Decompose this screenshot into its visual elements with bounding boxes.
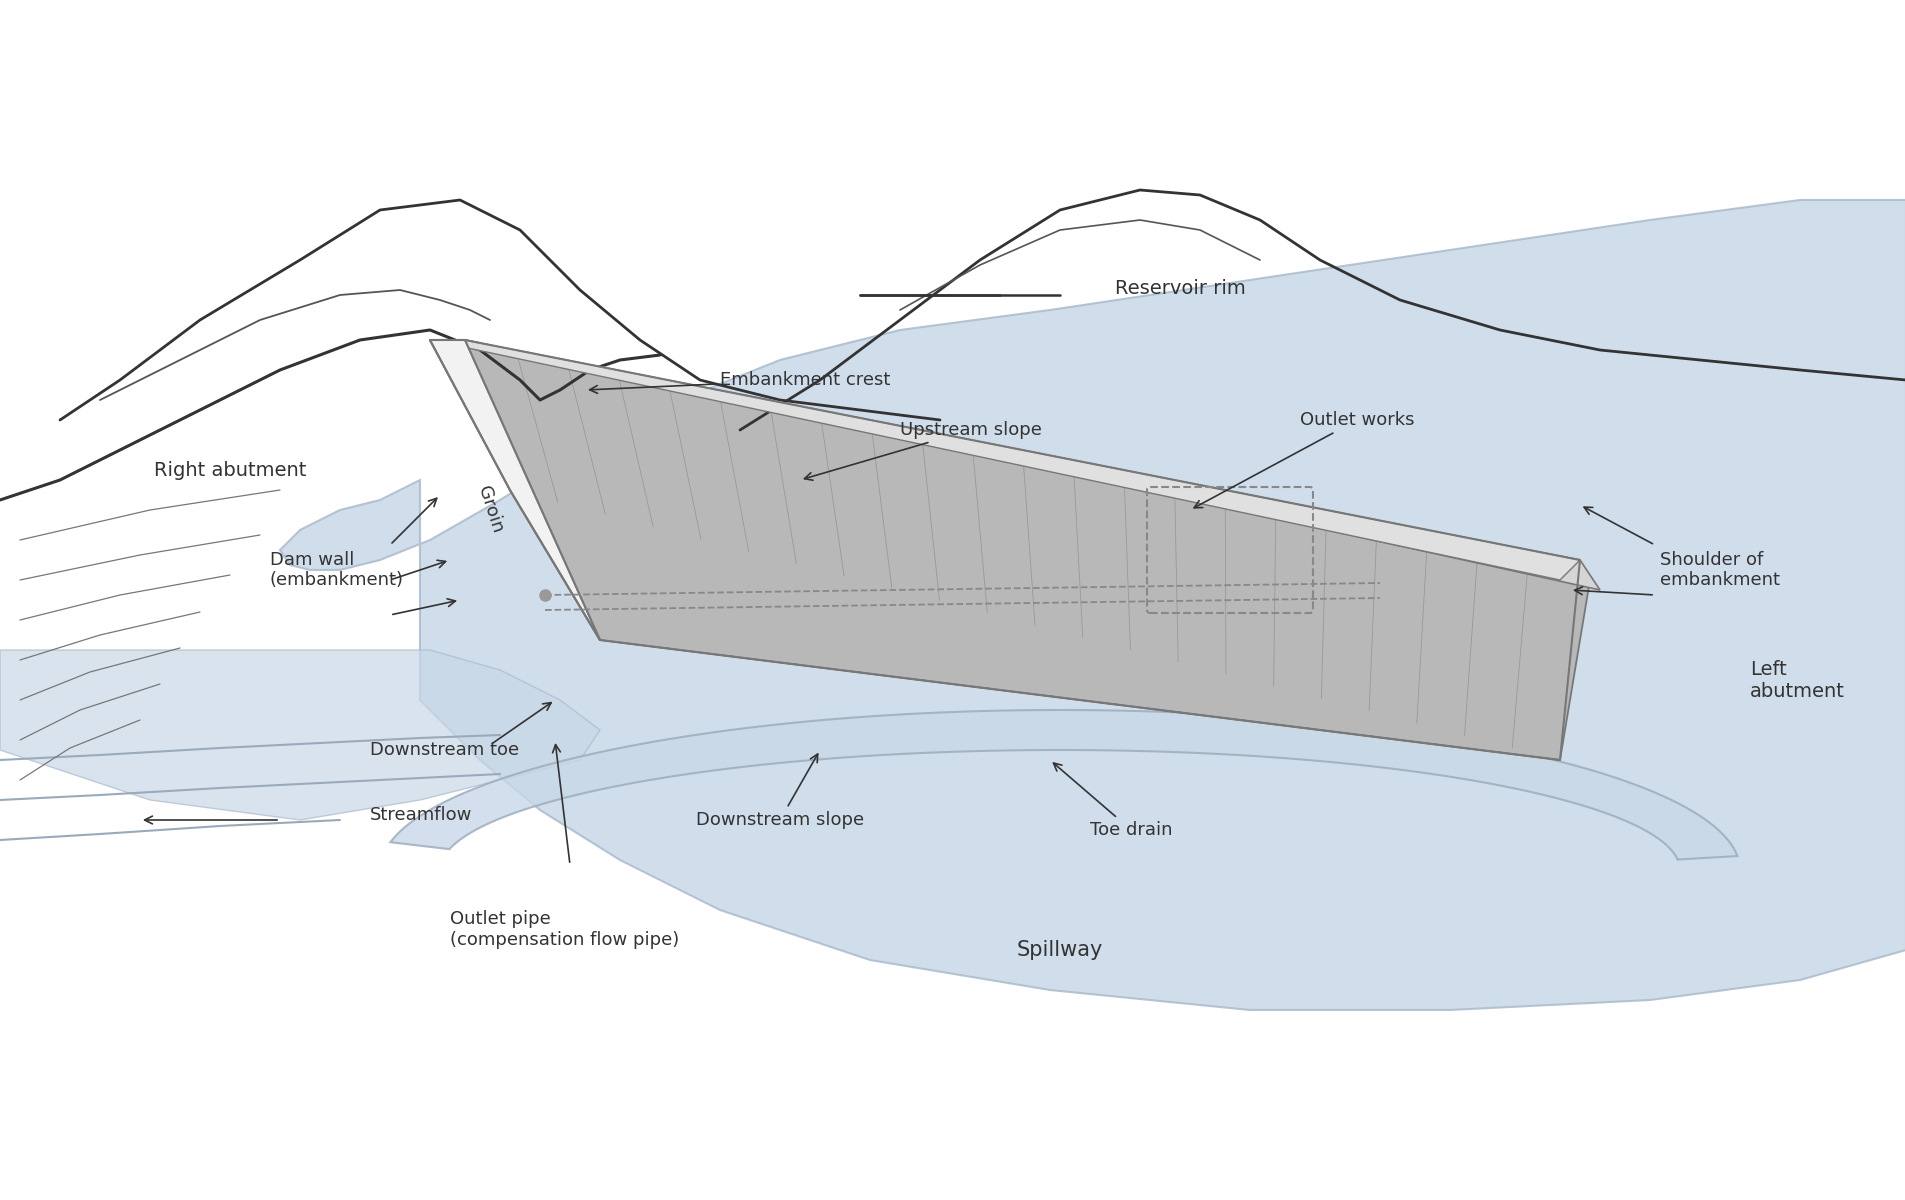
Text: Toe drain: Toe drain (1053, 763, 1172, 839)
Polygon shape (431, 340, 1579, 580)
Text: Downstream toe: Downstream toe (370, 742, 518, 760)
Text: Outlet pipe
(compensation flow pipe): Outlet pipe (compensation flow pipe) (450, 910, 678, 949)
Text: Left
abutment: Left abutment (1749, 660, 1844, 701)
Polygon shape (0, 650, 600, 820)
Text: Spillway: Spillway (1015, 940, 1103, 960)
Text: Upstream slope: Upstream slope (804, 421, 1042, 480)
Text: Dam wall
(embankment): Dam wall (embankment) (271, 551, 404, 589)
Text: Streamflow: Streamflow (370, 806, 472, 824)
Text: Right abutment: Right abutment (154, 461, 307, 480)
Polygon shape (431, 340, 1589, 760)
Text: Outlet works: Outlet works (1193, 410, 1414, 508)
Text: Reservoir rim: Reservoir rim (1114, 278, 1246, 298)
Text: Shoulder of
embankment: Shoulder of embankment (1659, 551, 1779, 589)
Polygon shape (280, 200, 1905, 1010)
Text: Groin: Groin (474, 484, 507, 536)
Polygon shape (431, 340, 1598, 590)
Text: Embankment crest: Embankment crest (589, 371, 890, 394)
Polygon shape (391, 710, 1737, 859)
Polygon shape (431, 340, 600, 640)
Text: Downstream slope: Downstream slope (695, 754, 863, 829)
